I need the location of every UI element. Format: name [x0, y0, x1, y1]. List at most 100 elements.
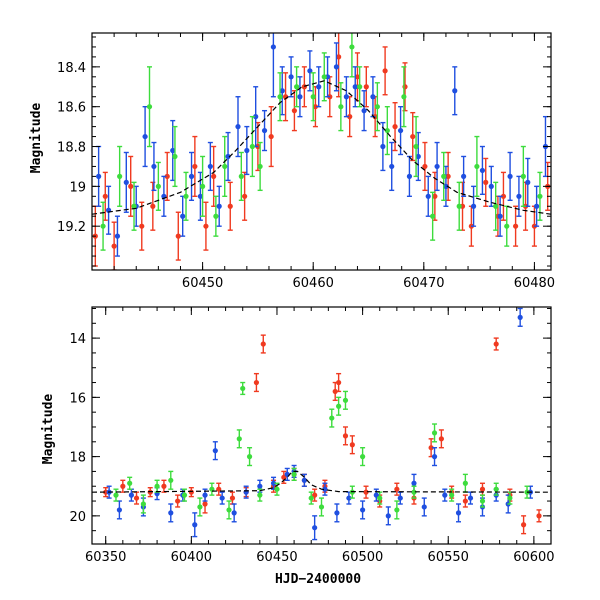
blue-data-point — [151, 163, 157, 170]
green-data-point — [493, 486, 499, 492]
blue-data-point — [343, 94, 349, 100]
top-plot-area — [92, 33, 551, 270]
top-y-tick-label: 18.6 — [57, 101, 86, 116]
red-data-point — [211, 173, 217, 179]
bottom-x-tick-label: 60600 — [513, 550, 554, 565]
green-data-point — [127, 480, 133, 486]
blue-data-point — [443, 183, 449, 189]
red-data-point — [410, 133, 416, 140]
red-data-point — [139, 223, 145, 229]
green-data-point — [401, 94, 407, 100]
blue-data-point — [333, 64, 340, 70]
red-data-point — [164, 173, 170, 179]
green-data-point — [155, 183, 161, 189]
red-data-point — [312, 104, 319, 110]
red-data-point — [422, 163, 428, 170]
green-data-point — [537, 193, 543, 199]
blue-data-point — [479, 167, 486, 174]
blue-data-point — [380, 143, 386, 150]
blue-data-point — [525, 179, 531, 185]
bottom-y-tick-label: 14 — [69, 332, 86, 347]
bottom-y-tick-label: 18 — [69, 451, 86, 466]
blue-data-point — [467, 495, 474, 501]
blue-data-point — [301, 477, 307, 483]
blue-data-point — [202, 492, 208, 498]
blue-data-point — [188, 173, 195, 179]
red-data-point — [332, 388, 338, 395]
green-data-point — [131, 203, 137, 209]
green-data-point — [318, 504, 325, 510]
green-data-point — [257, 163, 263, 170]
blue-data-point — [470, 203, 477, 209]
bottom-x-tick-label: 60350 — [85, 550, 126, 565]
blue-data-point — [244, 147, 250, 154]
red-data-point — [175, 498, 181, 504]
blue-data-point — [415, 153, 421, 160]
red-data-point — [203, 223, 209, 229]
blue-data-point — [370, 94, 376, 100]
red-data-point — [312, 492, 318, 498]
blue-data-point — [397, 495, 403, 501]
blue-data-point — [216, 203, 222, 209]
blue-data-point — [288, 74, 294, 80]
green-data-point — [338, 104, 344, 110]
green-data-point — [277, 94, 283, 100]
red-data-point — [161, 483, 167, 489]
blue-data-point — [168, 510, 174, 516]
blue-data-point — [434, 163, 440, 170]
blue-data-point — [334, 510, 340, 516]
green-data-point — [100, 223, 106, 229]
top-y-tick-label: 18.8 — [57, 141, 86, 156]
red-data-point — [402, 84, 408, 90]
bottom-x-tick-label: 60550 — [428, 550, 469, 565]
red-data-point — [253, 379, 260, 386]
green-data-point — [360, 454, 366, 460]
blue-data-point — [488, 183, 494, 189]
red-data-point — [128, 183, 134, 189]
bottom-frame — [91, 306, 552, 545]
blue-data-point — [231, 510, 237, 516]
top-y-tick-label: 19.2 — [57, 220, 86, 235]
blue-data-point — [397, 127, 404, 134]
red-data-point — [349, 442, 355, 448]
blue-data-point — [114, 233, 121, 239]
blue-data-point — [360, 507, 366, 513]
red-data-point — [336, 54, 342, 60]
green-data-point — [441, 173, 447, 179]
red-data-point — [133, 495, 140, 501]
top-x-tick-label: 60460 — [293, 276, 334, 291]
blue-data-point — [180, 213, 186, 219]
green-data-point — [172, 153, 178, 160]
red-data-point — [432, 193, 438, 199]
blue-data-point — [406, 173, 413, 179]
red-data-point — [192, 163, 198, 170]
red-data-point — [462, 498, 468, 504]
green-data-point — [413, 143, 419, 150]
green-data-point — [336, 403, 342, 409]
green-data-point — [226, 507, 232, 513]
green-data-point — [222, 163, 228, 170]
green-data-point — [146, 104, 153, 110]
red-data-point — [242, 193, 248, 199]
blue-data-point — [142, 133, 148, 140]
blue-data-point — [257, 483, 263, 489]
blue-data-point — [507, 173, 513, 179]
red-data-point — [175, 233, 181, 239]
green-data-point — [310, 94, 316, 100]
red-data-point — [229, 495, 236, 501]
blue-data-point — [389, 163, 395, 170]
red-data-point — [483, 179, 489, 185]
green-data-point — [274, 486, 280, 492]
red-data-point — [382, 68, 388, 74]
bottom-panel: Magnitude HJD−2400000 60350 60400 60450 605… — [41, 306, 555, 587]
red-data-point — [479, 486, 486, 492]
blue-data-point — [123, 179, 129, 185]
green-data-point — [384, 127, 390, 134]
blue-data-point — [279, 88, 285, 94]
red-data-point — [520, 522, 527, 528]
green-data-point — [181, 492, 188, 498]
green-data-point — [449, 492, 455, 498]
blue-data-point — [212, 448, 218, 454]
red-data-point — [363, 489, 369, 495]
